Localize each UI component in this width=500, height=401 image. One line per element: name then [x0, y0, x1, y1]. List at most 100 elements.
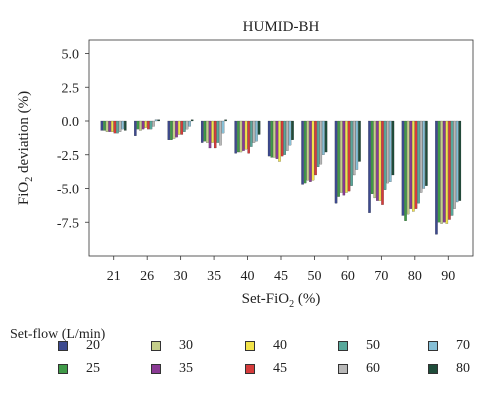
bar: [406, 120, 410, 215]
x-tick-label: 90: [441, 269, 455, 284]
bar: [103, 120, 106, 131]
bar: [167, 120, 171, 140]
x-tick-label: 70: [374, 269, 388, 284]
bar: [458, 120, 462, 201]
bar: [376, 120, 379, 201]
bar: [234, 120, 237, 154]
bar: [183, 120, 186, 132]
bar: [412, 120, 415, 212]
bar: [152, 120, 155, 127]
bar: [301, 120, 304, 185]
bar: [435, 120, 438, 235]
bar: [206, 120, 209, 143]
bar: [147, 120, 150, 130]
bar: [141, 120, 145, 130]
bar: [278, 120, 281, 162]
bar: [414, 120, 418, 209]
bar: [340, 120, 343, 193]
bar: [283, 120, 287, 155]
bar: [450, 120, 454, 216]
bar: [342, 120, 346, 196]
x-axis: 21 26 30 35 40 45 50 60 70 80 90: [107, 256, 455, 284]
bar: [134, 120, 137, 136]
x-tick-label: 60: [341, 269, 355, 284]
bar: [170, 120, 173, 140]
bar: [404, 120, 407, 222]
bars: [100, 119, 462, 235]
bar: [177, 120, 181, 135]
bar: [453, 120, 456, 209]
bar: [355, 120, 359, 170]
bar: [448, 120, 451, 220]
bar: [314, 120, 317, 176]
bar: [319, 120, 323, 165]
x-axis-label: Set-FiO2 (%): [242, 291, 321, 310]
bar: [157, 119, 160, 122]
bar: [419, 120, 423, 193]
bar: [124, 120, 127, 131]
bar: [373, 120, 376, 199]
bar: [149, 120, 153, 130]
bar: [324, 120, 328, 153]
bar: [224, 119, 227, 122]
y-tick-label: -5.0: [57, 183, 79, 198]
bar: [409, 120, 413, 209]
bar: [180, 120, 184, 135]
bar: [252, 120, 256, 143]
bar: [273, 120, 276, 158]
bar: [322, 120, 325, 155]
y-tick-label: 5.0: [62, 48, 80, 63]
bar: [381, 120, 384, 205]
bar: [286, 120, 289, 151]
bar: [116, 120, 119, 134]
bar: [237, 120, 240, 153]
bar: [139, 120, 142, 131]
bar: [368, 120, 371, 213]
bar: [111, 120, 114, 132]
bar: [118, 120, 122, 132]
bar: [267, 120, 271, 157]
x-tick-label: 26: [140, 269, 154, 284]
bar: [213, 120, 217, 149]
x-tick-label: 21: [107, 269, 121, 284]
bar: [353, 120, 356, 176]
bar: [350, 120, 353, 186]
bar: [100, 120, 104, 131]
bar: [401, 120, 405, 216]
bar: [291, 120, 294, 140]
bar: [250, 120, 253, 147]
bar: [108, 120, 111, 132]
bar: [270, 120, 274, 158]
bar: [417, 120, 420, 204]
bar: [185, 120, 189, 130]
bar: [239, 120, 243, 153]
bar: [455, 120, 459, 203]
x-tick-label: 45: [274, 269, 288, 284]
bar: [316, 120, 320, 168]
bar: [303, 120, 307, 184]
bar: [154, 119, 158, 122]
bar: [391, 120, 395, 176]
bar: [172, 120, 176, 139]
bar: [378, 120, 382, 201]
bar: [175, 120, 178, 138]
y-tick-label: -2.5: [57, 149, 79, 164]
bar: [275, 120, 279, 159]
legend-title: Set-flow (L/min): [10, 327, 106, 342]
bar: [144, 120, 147, 128]
bar: [422, 120, 426, 189]
y-axis-label: FiO2 deviation (%): [16, 91, 35, 205]
bar: [113, 120, 117, 134]
bar: [345, 120, 348, 193]
bar: [442, 120, 446, 223]
bar: [445, 120, 449, 224]
bar: [188, 120, 191, 127]
bar: [425, 120, 428, 186]
bar: [334, 120, 338, 204]
bar: [440, 120, 443, 224]
bar: [200, 120, 204, 143]
bar: [288, 120, 292, 146]
bar: [208, 120, 212, 149]
bar: [221, 120, 225, 134]
